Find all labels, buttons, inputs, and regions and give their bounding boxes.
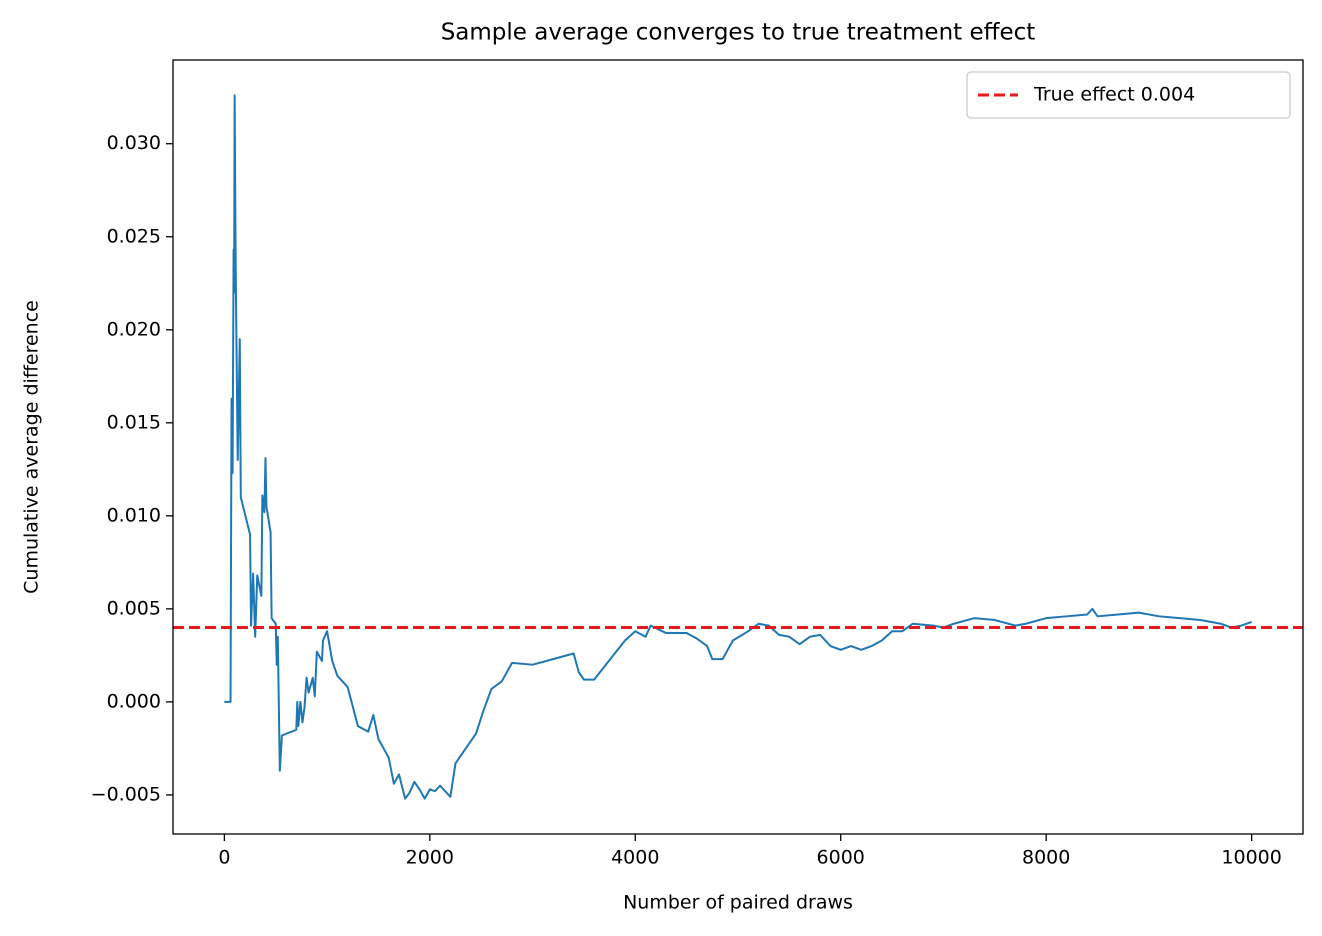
data-line (224, 94, 1252, 800)
y-tick-label: −0.005 (91, 783, 161, 805)
x-tick-label: 4000 (611, 847, 659, 869)
y-axis-label: Cumulative average difference (21, 300, 43, 594)
x-tick-label: 0 (218, 847, 230, 869)
legend-box (966, 71, 1291, 119)
x-axis-label: Number of paired draws (623, 892, 853, 914)
y-tick-label: 0.000 (107, 690, 161, 712)
y-tick-label: 0.025 (107, 225, 161, 247)
x-tick-label: 6000 (817, 847, 865, 869)
y-tick-label: 0.020 (107, 318, 161, 340)
legend-label: True effect 0.004 (1033, 84, 1195, 106)
y-tick-label: 0.005 (107, 597, 161, 619)
x-tick-label: 8000 (1022, 847, 1070, 869)
y-tick-label: 0.010 (107, 504, 161, 526)
x-tick-label: 2000 (406, 847, 454, 869)
chart-title: Sample average converges to true treatme… (441, 20, 1036, 46)
y-tick-label: 0.030 (107, 132, 161, 154)
x-tick-label: 10000 (1221, 847, 1281, 869)
y-tick-label: 0.015 (107, 411, 161, 433)
plot-frame (172, 59, 1304, 835)
